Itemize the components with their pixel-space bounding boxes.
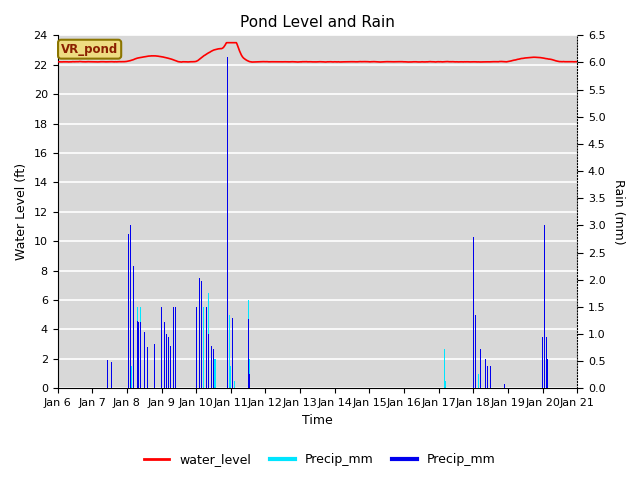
Y-axis label: Rain (mm): Rain (mm) <box>612 179 625 245</box>
Bar <box>133 266 134 388</box>
Bar <box>228 168 230 388</box>
Bar <box>208 334 209 388</box>
Bar <box>214 360 216 388</box>
Y-axis label: Water Level (ft): Water Level (ft) <box>15 163 28 260</box>
Bar <box>473 366 474 388</box>
Bar <box>475 315 476 388</box>
X-axis label: Time: Time <box>302 414 333 427</box>
Bar <box>490 366 491 388</box>
Bar <box>206 307 207 388</box>
Bar <box>546 373 547 388</box>
Bar <box>482 359 483 388</box>
Bar <box>228 315 230 388</box>
Bar <box>504 384 505 388</box>
Bar <box>130 225 131 388</box>
Bar <box>111 362 112 388</box>
Bar <box>230 264 231 388</box>
Bar <box>213 348 214 388</box>
Bar <box>547 359 548 388</box>
Bar <box>480 348 481 388</box>
Bar <box>546 337 547 388</box>
Bar <box>175 366 176 388</box>
Bar <box>248 300 249 388</box>
Bar <box>199 278 200 388</box>
Bar <box>201 281 202 388</box>
Bar <box>201 307 202 388</box>
Title: Pond Level and Rain: Pond Level and Rain <box>240 15 395 30</box>
Bar <box>232 318 233 388</box>
Bar <box>207 293 209 388</box>
Bar <box>203 307 204 388</box>
Bar <box>210 337 211 388</box>
Bar <box>131 366 132 388</box>
Bar <box>249 359 250 388</box>
Bar <box>283 370 284 388</box>
Bar <box>140 322 141 388</box>
Text: VR_pond: VR_pond <box>61 43 118 56</box>
Bar <box>473 237 474 388</box>
Bar <box>168 337 169 388</box>
Bar <box>161 307 162 388</box>
Bar <box>166 334 167 388</box>
Bar <box>230 366 232 388</box>
Bar <box>542 337 543 388</box>
Bar <box>544 359 545 388</box>
Bar <box>488 321 489 388</box>
Bar <box>137 307 138 388</box>
Bar <box>199 307 200 388</box>
Bar <box>444 348 445 388</box>
Bar <box>138 322 139 388</box>
Bar <box>234 381 235 388</box>
Bar <box>151 337 152 388</box>
Bar <box>214 359 216 388</box>
Bar <box>485 359 486 388</box>
Bar <box>173 307 174 388</box>
Bar <box>544 225 545 388</box>
Bar <box>137 321 138 388</box>
Bar <box>144 333 145 388</box>
Bar <box>227 293 228 388</box>
Bar <box>227 58 228 388</box>
Bar <box>211 346 212 388</box>
Bar <box>487 366 488 388</box>
Bar <box>128 366 129 388</box>
Bar <box>173 366 174 388</box>
Bar <box>170 346 171 388</box>
Bar <box>140 307 141 388</box>
Bar <box>203 290 204 388</box>
Bar <box>164 322 165 388</box>
Bar <box>147 347 148 388</box>
Bar <box>154 344 155 388</box>
Legend: water_level, Precip_mm, Precip_mm: water_level, Precip_mm, Precip_mm <box>139 448 501 471</box>
Bar <box>445 381 446 388</box>
Bar <box>478 373 479 388</box>
